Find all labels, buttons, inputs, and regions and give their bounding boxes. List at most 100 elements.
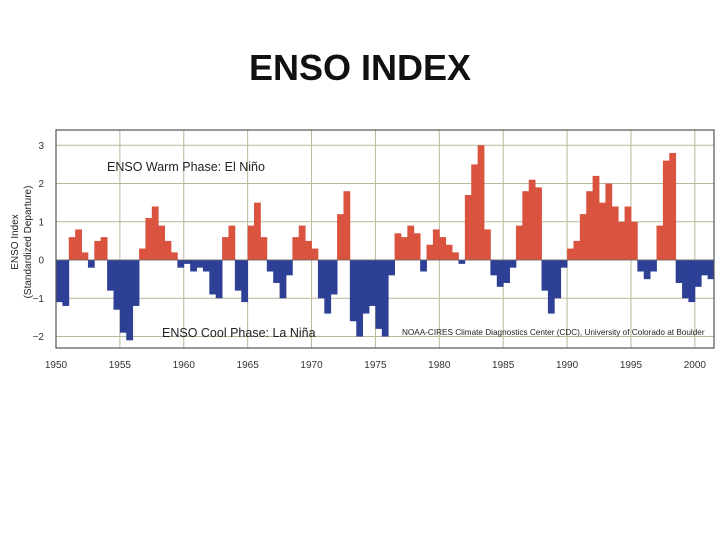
bar-85: [599, 202, 606, 261]
y-axis-label-line-2: (Standardized Departure): [23, 186, 34, 299]
bar-22: [196, 260, 204, 268]
bar-78: [554, 260, 562, 299]
bar-21: [190, 260, 197, 272]
bar-75: [535, 187, 542, 261]
bar-3: [75, 229, 82, 261]
bar-0: [56, 260, 63, 303]
bar-71: [509, 260, 517, 268]
bar-7: [100, 237, 108, 261]
bar-18: [170, 252, 178, 261]
bar-101: [701, 260, 709, 276]
bar-40: [311, 248, 319, 261]
bar-95: [662, 160, 670, 261]
bar-25: [215, 260, 223, 299]
bar-81: [573, 240, 581, 261]
bar-38: [298, 225, 306, 261]
bar-97: [675, 260, 683, 283]
bar-15: [151, 206, 159, 261]
bar-20: [183, 260, 191, 264]
bar-98: [682, 260, 689, 299]
bar-24: [209, 260, 217, 295]
bar-19: [177, 260, 185, 268]
bar-41: [317, 260, 325, 299]
bar-51: [381, 260, 389, 337]
x-tick-label-7: 1985: [492, 360, 515, 371]
slide-title: ENSO INDEX: [248, 47, 472, 88]
bar-61: [445, 244, 453, 261]
bar-36: [285, 260, 293, 276]
bar-88: [618, 221, 625, 261]
bar-43: [330, 260, 338, 295]
x-tick-label-10: 2000: [684, 360, 707, 371]
bar-62: [452, 252, 459, 261]
bar-93: [650, 260, 657, 272]
bar-77: [547, 260, 555, 314]
bar-84: [592, 175, 600, 261]
bar-4: [81, 252, 89, 261]
y-tick-label-2: 0: [38, 256, 44, 267]
bar-89: [624, 206, 632, 261]
bar-102: [707, 260, 715, 280]
bar-91: [637, 260, 645, 272]
bar-35: [279, 260, 287, 299]
bar-56: [413, 233, 421, 261]
bar-37: [292, 237, 300, 261]
bar-28: [234, 260, 242, 291]
bar-32: [260, 237, 268, 261]
bar-66: [477, 145, 485, 261]
bar-100: [694, 260, 702, 287]
bar-99: [688, 260, 696, 303]
y-tick-label-5: 3: [38, 141, 44, 152]
bar-11: [126, 260, 134, 341]
bar-87: [611, 206, 619, 261]
bar-64: [464, 195, 472, 261]
bar-50: [375, 260, 383, 329]
bar-92: [643, 260, 651, 280]
bar-70: [503, 260, 510, 283]
bar-65: [471, 164, 479, 261]
bar-67: [484, 229, 491, 261]
x-tick-label-5: 1975: [364, 360, 387, 371]
bar-42: [324, 260, 332, 314]
bar-59: [432, 229, 440, 261]
bars: [56, 145, 715, 341]
bar-96: [669, 152, 677, 261]
bar-79: [560, 260, 568, 268]
bar-55: [407, 225, 415, 261]
bar-17: [164, 240, 172, 261]
y-tick-label-1: −1: [33, 294, 45, 305]
bar-54: [400, 237, 408, 261]
bar-9: [113, 260, 121, 310]
x-tick-label-2: 1960: [173, 360, 196, 371]
bar-30: [247, 225, 255, 261]
bar-58: [426, 244, 434, 261]
y-tick-labels: −2 −1 0 1 2 3: [33, 141, 45, 343]
x-tick-label-1: 1955: [109, 360, 132, 371]
y-axis-label: ENSO Index (Standardized Departure): [10, 186, 34, 299]
bar-5: [87, 260, 95, 268]
y-tick-label-0: −2: [33, 332, 45, 343]
bar-39: [305, 240, 312, 261]
bar-57: [420, 260, 427, 272]
bar-31: [254, 202, 261, 261]
cool-phase-annotation: ENSO Cool Phase: La Niña: [162, 326, 316, 340]
bar-46: [349, 260, 357, 322]
bar-72: [515, 225, 523, 261]
bar-83: [586, 191, 594, 261]
bar-80: [567, 248, 574, 261]
bar-73: [522, 191, 530, 261]
bar-68: [490, 260, 498, 276]
x-tick-label-3: 1965: [237, 360, 260, 371]
bar-60: [439, 237, 447, 261]
bar-69: [496, 260, 504, 287]
bar-10: [119, 260, 127, 333]
bar-48: [362, 260, 370, 314]
bar-76: [541, 260, 549, 291]
x-tick-label-6: 1980: [428, 360, 451, 371]
y-tick-label-4: 2: [38, 179, 44, 190]
x-tick-label-4: 1970: [300, 360, 323, 371]
bar-26: [222, 237, 229, 261]
bar-34: [273, 260, 280, 283]
bar-1: [62, 260, 70, 306]
